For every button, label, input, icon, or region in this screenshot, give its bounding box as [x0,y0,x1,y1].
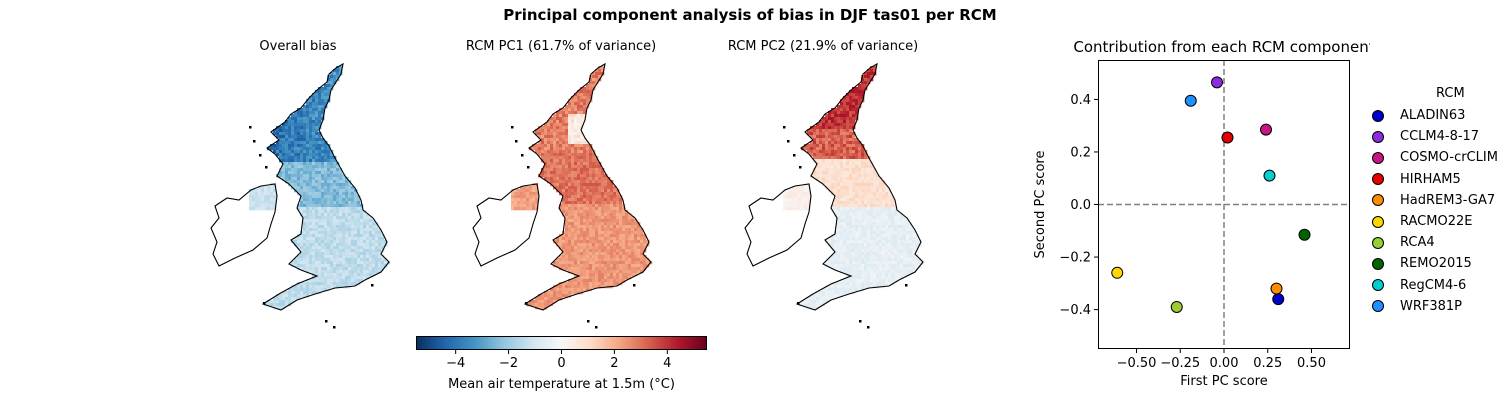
colorbar-tick-label: −2 [499,356,518,371]
colorbar-tick-label: 0 [557,356,565,371]
coastline-great-britain [261,62,390,311]
coastline-ireland [210,183,278,267]
point-cosmo-crclim [1260,123,1272,136]
legend-label: HadREM3-GA7 [1400,192,1496,208]
x-axis-label: First PC score [1180,374,1267,389]
y-tick-label: 0.0 [1070,198,1091,213]
colorbar-tick-label: 2 [610,356,618,371]
point-aladin63 [1272,293,1285,306]
scatter-title: Contribution from each RCM component [1073,38,1370,56]
legend-item: RACMO22E [1366,211,1500,232]
coastline-islands [249,126,374,329]
map-title-bias: Overall bias [259,39,337,54]
x-tick-label: −0.50 [1117,356,1157,371]
point-hirham5 [1221,131,1234,144]
legend-label: ALADIN63 [1400,108,1466,124]
x-tick-label: 0.25 [1253,356,1282,371]
colorbar-tick-label: 4 [663,356,671,371]
coastline-great-britain [795,62,924,311]
x-tick-label: −0.25 [1160,356,1200,371]
plot-frame [1098,60,1350,349]
colorbar: −4 −2 0 2 4 Mean air temperature at 1.5m (°C… [416,336,708,398]
legend-label: REMO2015 [1400,256,1472,272]
y-tick-label: −0.2 [1059,251,1091,266]
point-racmo22e [1111,266,1124,279]
colorbar-gradient [416,336,708,350]
y-tick-label: −0.4 [1059,303,1091,318]
figure-title: Principal component analysis of bias in … [503,6,997,24]
y-axis-label: Second PC score [1033,151,1048,259]
legend-label: CCLM4-8-17 [1400,129,1480,145]
colorbar-tick-label: −4 [446,356,465,371]
legend-item: HadREM3-GA7 [1366,190,1500,211]
map-pc1 [472,62,653,329]
point-remo2015 [1298,228,1311,241]
legend-item: CCLM4-8-17 [1366,126,1500,147]
legend-marker [1372,300,1384,313]
legend-label: HIRHAM5 [1400,171,1461,187]
legend-marker [1372,257,1384,270]
point-cclm4-8-17 [1211,76,1223,89]
y-tick-label: 0.2 [1070,145,1091,160]
map-cells [783,66,925,310]
legend-title: RCM [1436,86,1465,101]
coastline-great-britain [523,62,652,311]
legend: RCM ALADIN63 CCLM4-8-17 COSMO-crCLIM HIRHAM… [1366,86,1500,317]
colorbar-frame [416,336,707,350]
colorbar-label: Mean air temperature at 1.5m (°C) [448,377,675,392]
map-cells [249,66,391,310]
map-title-pc1: RCM PC1 (61.7% of variance) [465,39,657,54]
legend-label: COSMO-crCLIM [1400,150,1498,166]
legend-marker [1372,215,1384,228]
point-rca4 [1170,300,1183,313]
legend-item: COSMO-crCLIM [1366,147,1500,168]
map-bias [210,62,391,329]
legend-marker [1372,236,1384,249]
legend-label: RCA4 [1400,235,1435,251]
map-title-pc2: RCM PC2 (21.9% of variance) [727,39,919,54]
y-tick-label: 0.4 [1070,93,1091,108]
legend-item: REMO2015 [1366,253,1500,274]
legend-label: WRF381P [1400,298,1463,314]
legend-label: RACMO22E [1400,214,1473,230]
legend-marker [1372,130,1384,143]
legend-item: HIRHAM5 [1366,169,1500,190]
point-hadrem3-ga7 [1270,282,1283,295]
legend-marker [1372,173,1384,186]
coastline-ireland [472,183,540,267]
coastline-ireland [744,183,812,267]
legend-marker [1372,151,1384,164]
coastline-islands [783,126,908,329]
map-pc2 [744,62,925,329]
colorbar-scale: −4 −2 0 2 4 [416,336,708,371]
coastline-islands [511,126,636,329]
scatter-plot: Contribution from each RCM component −0.5… [1033,38,1370,389]
point-wrf381p [1184,94,1197,107]
x-tick-label: 0.00 [1210,356,1239,371]
legend-marker [1372,109,1384,122]
legend-item: RCA4 [1366,232,1500,253]
legend-marker [1372,279,1384,292]
legend-item: RegCM4-6 [1366,275,1500,296]
legend-item: WRF381P [1366,296,1500,317]
x-tick-label: 0.50 [1297,356,1326,371]
point-regcm4-6 [1263,169,1276,182]
legend-item: ALADIN63 [1366,105,1500,126]
legend-label: RegCM4-6 [1400,277,1467,293]
map-cells [511,66,653,310]
legend-marker [1372,194,1384,207]
